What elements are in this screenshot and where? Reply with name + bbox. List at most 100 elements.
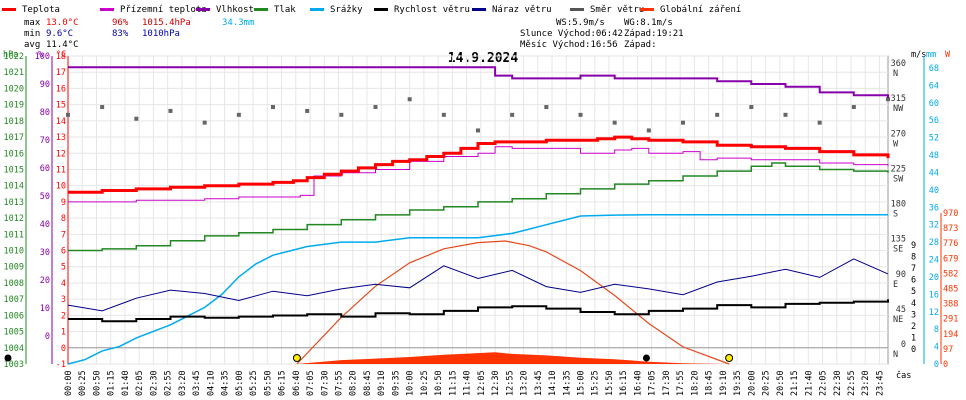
time-tick: 12:05 (477, 370, 487, 396)
legend-label: Přízemní teplota (120, 5, 207, 15)
mm-tick: 16 (929, 290, 939, 300)
mm-tick: 68 (929, 64, 939, 74)
hpa-tick: 1018 (4, 117, 24, 127)
time-tick: 07:05 (306, 370, 316, 396)
wind-dir-point (510, 112, 515, 117)
time-tick: 16:40 (633, 370, 643, 396)
mm-tick: 52 (929, 134, 939, 144)
wind-dir-point (271, 105, 275, 110)
wind-dir-point (817, 120, 822, 125)
w-tick: 679 (943, 254, 958, 264)
w-tick: 776 (943, 239, 958, 249)
hpa-tick: 1016 (4, 149, 24, 159)
hpa-tick: 1010 (4, 247, 24, 257)
legend-label: Vlhkost (216, 5, 254, 15)
solar-area (296, 352, 728, 364)
unit-hpa: hPa (3, 50, 18, 60)
legend-label: Rychlost větru (394, 5, 470, 15)
temp-tick: 2 (61, 311, 66, 321)
hpa-tick: 1005 (4, 328, 24, 338)
time-tick: 11:40 (463, 370, 473, 396)
w-tick: 0 (943, 360, 948, 370)
grid (67, 55, 889, 365)
stats-max-hum: 96% (112, 18, 129, 28)
pressure-line (68, 162, 889, 252)
time-tick: 11:15 (448, 370, 458, 396)
time-tick: 01:40 (121, 370, 131, 396)
dir-name-tick: N (893, 350, 898, 360)
mm-tick: 56 (929, 116, 939, 126)
wind-dir-point (339, 112, 344, 117)
time-tick: 00:50 (92, 370, 102, 396)
legend-label: Globální záření (660, 5, 741, 15)
temp-tick: 11 (56, 165, 66, 175)
legend-label: Směr větru (590, 5, 644, 15)
time-tick: 07:55 (334, 370, 344, 396)
legend-swatch (196, 8, 210, 11)
mm-tick: 36 (929, 203, 939, 213)
time-tick: 15:25 (591, 370, 601, 396)
time-tick: 02:05 (135, 370, 145, 396)
stats-max-label: max (24, 18, 41, 28)
legend-label: Srážky (330, 5, 363, 15)
legend-label: Tlak (274, 5, 296, 15)
w-tick: 194 (943, 330, 958, 340)
dir-name-tick: SW (893, 174, 904, 184)
time-tick: 05:00 (235, 370, 245, 396)
wind-dir-point (612, 120, 617, 125)
hpa-tick: 1020 (4, 84, 24, 94)
time-tick: 05:50 (263, 370, 273, 396)
time-tick: 23:20 (861, 370, 871, 396)
time-tick: 08:45 (363, 370, 373, 396)
dir-deg-tick: 315 (891, 94, 906, 104)
legend-label: Teplota (22, 5, 60, 15)
time-tick: 04:10 (206, 370, 216, 396)
mm-tick: 44 (929, 168, 939, 178)
dir-deg-tick: 90 (896, 270, 906, 280)
moon-set-marker (4, 354, 12, 362)
time-tick: 15:50 (605, 370, 615, 396)
time-tick: 13:45 (534, 370, 544, 396)
w-tick: 291 (943, 315, 958, 325)
ms-tick: 2 (911, 322, 916, 332)
time-tick: 00:00 (64, 370, 74, 396)
ms-tick: 9 (911, 241, 916, 251)
ms-tick: 0 (911, 345, 916, 355)
w-tick: 582 (943, 269, 958, 279)
temp-tick: 12 (56, 149, 66, 159)
temp-tick: 13 (56, 133, 66, 143)
stats-moon-rise: Měsíc Východ:16:56 (520, 40, 618, 50)
mm-tick: 64 (929, 81, 939, 91)
mm-tick: 60 (929, 99, 939, 109)
dir-name-tick: N (893, 69, 898, 79)
plot-frame (67, 55, 889, 365)
time-tick: 00:25 (78, 370, 88, 396)
hpa-tick: 1014 (4, 182, 24, 192)
hpa-tick: 1012 (4, 214, 24, 224)
time-tick: 02:30 (149, 370, 159, 396)
stats-max-press: 1015.4hPa (142, 18, 191, 28)
pct-tick: 70 (40, 136, 50, 146)
rain-line (67, 213, 888, 365)
unit-pct: % (38, 50, 43, 60)
time-tick: 04:35 (221, 370, 231, 396)
time-tick: 07:30 (320, 370, 330, 396)
hpa-tick: 1009 (4, 263, 24, 273)
time-tick: 01:15 (107, 370, 117, 396)
pct-tick: 80 (40, 108, 50, 118)
dir-deg-tick: 135 (891, 235, 906, 245)
pct-tick: 30 (40, 248, 50, 258)
temp-tick: 0 (61, 344, 66, 354)
temp-tick: 1 (61, 328, 66, 338)
time-tick: 14:10 (548, 370, 558, 396)
stats-avg-temp: 11.4°C (46, 40, 79, 50)
dir-name-tick: NE (893, 315, 903, 325)
axes: -101234567891011121314151617181003100410… (4, 52, 959, 396)
time-tick: 03:20 (178, 370, 188, 396)
hpa-tick: 1007 (4, 295, 24, 305)
time-tick: 09:35 (391, 370, 401, 396)
time-tick: 20:25 (762, 370, 772, 396)
mm-tick: 20 (929, 273, 939, 283)
stats-panel: max 13.0°C 96% 1015.4hPa 34.3mm min 9.6°… (24, 18, 684, 50)
